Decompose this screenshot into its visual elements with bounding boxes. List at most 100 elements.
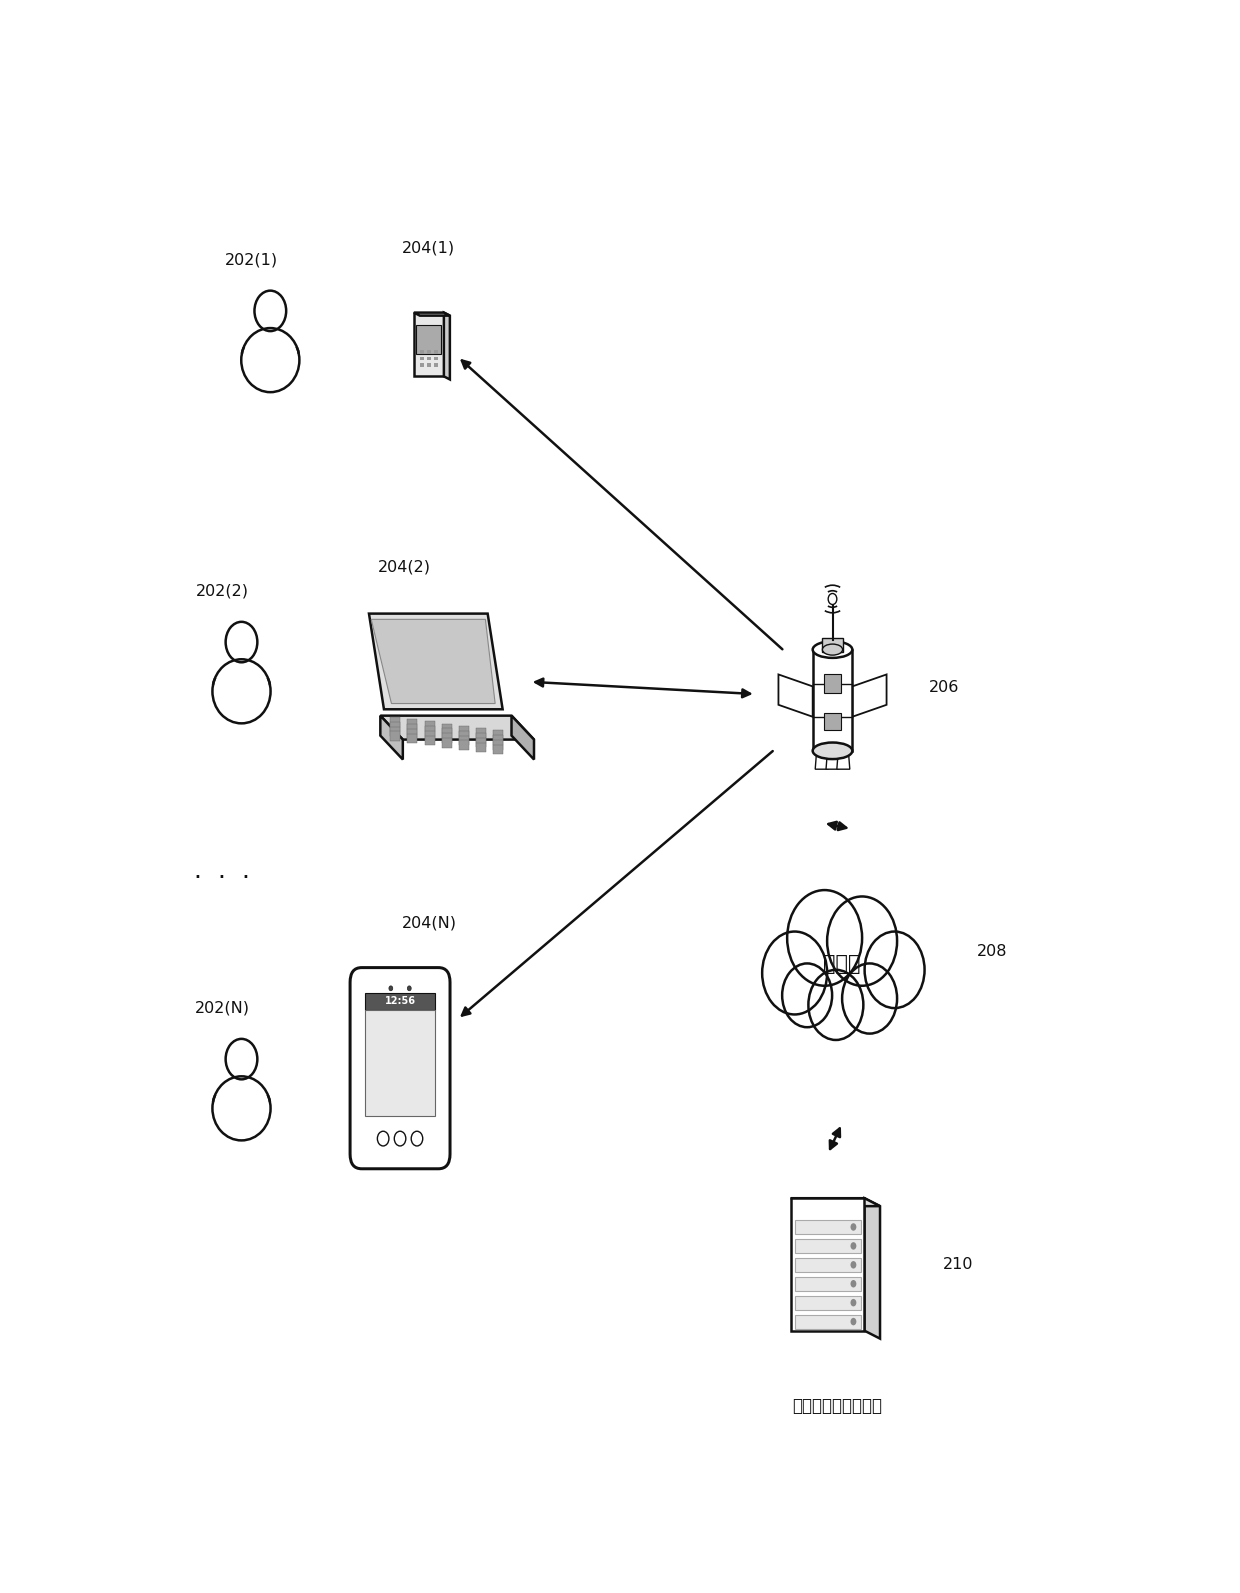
Bar [427,363,432,366]
Bar [441,733,451,742]
Polygon shape [826,750,839,769]
FancyArrowPatch shape [828,822,846,830]
Bar [420,357,424,360]
Bar [795,1295,861,1309]
Text: 208: 208 [977,945,1007,959]
Text: 204(2): 204(2) [378,559,432,575]
Bar [408,728,418,738]
Bar [823,674,841,693]
Text: 204(1): 204(1) [402,241,455,255]
Circle shape [851,1298,857,1306]
Bar [391,722,401,731]
Bar [441,728,451,738]
Ellipse shape [822,644,843,655]
Bar [795,1239,861,1254]
Circle shape [782,964,832,1027]
Circle shape [864,932,925,1008]
Bar [822,637,843,653]
Bar [420,350,424,354]
Circle shape [408,986,412,991]
Text: 202(1): 202(1) [224,253,278,268]
Ellipse shape [812,742,852,760]
Text: 210: 210 [942,1257,973,1271]
Bar [408,718,418,728]
Circle shape [851,1281,857,1287]
Polygon shape [779,674,812,717]
Bar [494,736,503,746]
Bar [441,738,451,747]
Bar [494,746,503,755]
Bar [391,726,401,736]
Text: 202(N): 202(N) [195,1000,249,1016]
Bar [441,723,451,733]
Bar [459,741,469,750]
Circle shape [851,1317,857,1325]
Circle shape [828,594,837,604]
Bar [476,738,486,747]
Bar [238,306,303,347]
Text: 204(N): 204(N) [402,914,456,930]
Polygon shape [815,750,828,769]
Bar [494,741,503,750]
Ellipse shape [812,642,852,658]
Text: 因特网: 因特网 [823,954,861,973]
FancyArrowPatch shape [461,360,782,650]
Polygon shape [371,620,495,704]
Bar [434,357,439,360]
FancyBboxPatch shape [350,967,450,1169]
Circle shape [842,964,897,1034]
Text: 12:56: 12:56 [384,996,415,1007]
Bar [476,742,486,752]
Circle shape [827,897,897,986]
Polygon shape [414,312,444,376]
Bar [427,350,432,354]
Bar [391,717,401,726]
Bar [420,363,424,366]
Circle shape [389,986,393,991]
Bar [424,731,434,741]
Bar [459,731,469,741]
FancyArrowPatch shape [536,679,750,698]
Text: ·  ·  ·: · · · [195,867,250,890]
Bar [417,325,441,354]
Ellipse shape [212,1077,270,1141]
Bar [434,363,439,366]
FancyArrowPatch shape [463,750,773,1015]
Bar [408,723,418,733]
Bar [494,731,503,741]
Bar [795,1314,861,1329]
FancyArrowPatch shape [830,1128,839,1149]
Bar [795,1258,861,1273]
Bar [434,350,439,354]
Bar [795,1276,861,1290]
Text: 206: 206 [929,680,959,696]
Polygon shape [512,715,534,760]
Circle shape [412,1131,423,1145]
Circle shape [851,1243,857,1249]
Bar [408,733,418,744]
Polygon shape [370,613,502,709]
Text: 与因特网连接的资源: 与因特网连接的资源 [792,1397,883,1415]
Bar [424,736,434,746]
Bar [476,733,486,742]
Bar [210,1055,273,1094]
Circle shape [377,1131,389,1145]
Circle shape [763,932,827,1015]
Circle shape [851,1223,857,1231]
Circle shape [226,1039,258,1080]
Bar [424,722,434,731]
Bar [424,726,434,736]
Bar [391,731,401,741]
Bar [427,357,432,360]
Bar [795,1220,861,1235]
Ellipse shape [212,660,270,723]
Polygon shape [837,750,849,769]
Polygon shape [381,715,534,739]
Polygon shape [812,650,852,750]
Circle shape [226,621,258,663]
Polygon shape [864,1198,880,1338]
Circle shape [851,1262,857,1268]
Bar [459,726,469,736]
Ellipse shape [242,328,299,392]
Polygon shape [852,674,887,717]
